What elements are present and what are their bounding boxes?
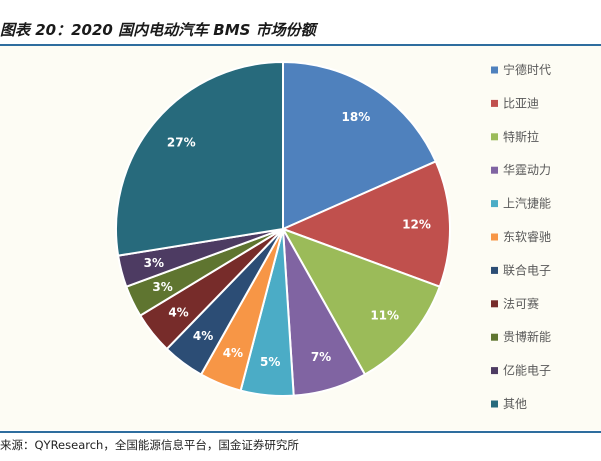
legend-label-11: 其他 bbox=[503, 397, 527, 411]
legend-swatch-6 bbox=[491, 233, 498, 241]
legend-item-3: 特斯拉 bbox=[491, 129, 539, 144]
legend-label-2: 比亚迪 bbox=[503, 96, 539, 110]
data-label-2: 12% bbox=[402, 218, 431, 232]
legend-item-1: 宁德时代 bbox=[491, 62, 551, 77]
legend-label-3: 特斯拉 bbox=[503, 129, 539, 144]
legend-label-4: 华霆动力 bbox=[503, 163, 551, 177]
data-label-6: 4% bbox=[223, 346, 243, 360]
data-label-4: 7% bbox=[311, 350, 331, 364]
legend-item-10: 亿能电子 bbox=[491, 363, 551, 378]
legend-swatch-1 bbox=[491, 66, 498, 74]
legend-swatch-3 bbox=[491, 133, 498, 141]
data-label-9: 3% bbox=[152, 280, 172, 294]
data-label-8: 4% bbox=[168, 305, 188, 319]
legend-label-6: 东软睿驰 bbox=[503, 229, 551, 244]
legend-item-11: 其他 bbox=[491, 397, 527, 411]
data-label-11: 27% bbox=[167, 135, 196, 149]
data-label-5: 5% bbox=[260, 355, 280, 369]
legend-label-1: 宁德时代 bbox=[503, 62, 551, 77]
pie-slice-3 bbox=[280, 227, 442, 376]
data-label-7: 4% bbox=[193, 329, 213, 343]
legend-label-5: 上汽捷能 bbox=[503, 196, 551, 211]
data-label-3: 11% bbox=[370, 309, 399, 323]
source-note: 来源：QYResearch，全国能源信息平台，国金证券研究所 bbox=[0, 438, 299, 452]
legend-item-8: 法可赛 bbox=[491, 296, 539, 311]
legend-item-9: 贵博新能 bbox=[491, 329, 551, 344]
top-rule bbox=[0, 44, 601, 46]
bottom-rule bbox=[0, 431, 601, 433]
legend-item-5: 上汽捷能 bbox=[491, 196, 551, 211]
pie-slice-11 bbox=[115, 60, 284, 257]
legend-label-9: 贵博新能 bbox=[503, 329, 551, 344]
legend-swatch-11 bbox=[491, 400, 498, 408]
pie-chart: 18% 12% 11% 7% 5% 4% 4% 4% 3% 3% 27% 宁德时代比亚迪特斯拉华霆动… bbox=[115, 60, 551, 411]
legend-swatch-5 bbox=[491, 200, 498, 208]
legend-swatch-10 bbox=[491, 367, 498, 375]
legend-label-8: 法可赛 bbox=[503, 296, 539, 311]
legend-swatch-4 bbox=[491, 166, 498, 174]
legend-swatch-9 bbox=[491, 333, 498, 341]
data-label-10: 3% bbox=[144, 256, 164, 270]
legend-item-7: 联合电子 bbox=[491, 262, 551, 277]
chart-area: 18% 12% 11% 7% 5% 4% 4% 4% 3% 3% 27% 宁德时代比亚迪特斯拉华霆动… bbox=[0, 46, 601, 430]
legend-item-6: 东软睿驰 bbox=[491, 229, 551, 244]
legend-swatch-8 bbox=[491, 300, 498, 308]
figure-title: 图表 20：2020 国内电动汽车 BMS 市场份额 bbox=[0, 21, 316, 39]
pie-slice-2 bbox=[280, 160, 451, 288]
legend-swatch-7 bbox=[491, 266, 498, 274]
legend-label-7: 联合电子 bbox=[503, 262, 551, 277]
legend-swatch-2 bbox=[491, 99, 498, 107]
legend-item-4: 华霆动力 bbox=[491, 163, 551, 177]
legend-label-10: 亿能电子 bbox=[503, 363, 551, 378]
legend-item-2: 比亚迪 bbox=[491, 96, 539, 110]
data-label-1: 18% bbox=[342, 110, 371, 124]
pie-slice-1 bbox=[282, 60, 438, 231]
